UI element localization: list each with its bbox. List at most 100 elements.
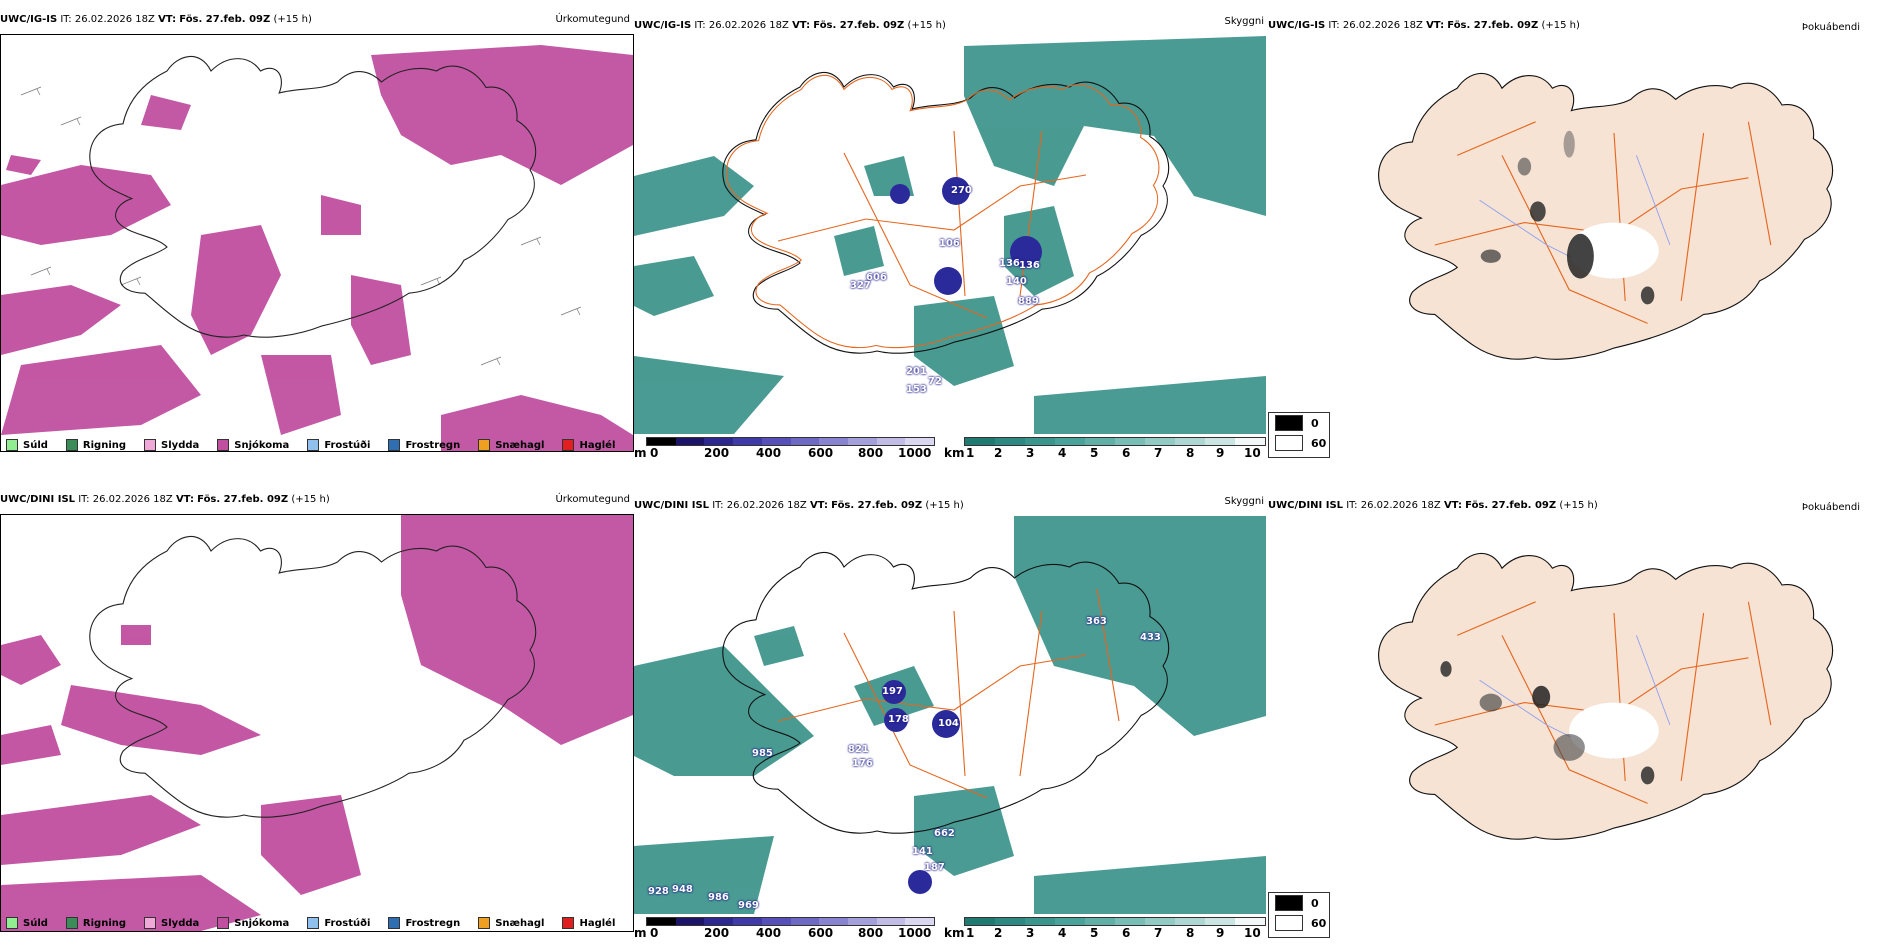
forecast-row-1: UWC/IG-IS IT: 26.02.2026 18Z VT: Fös. 27… [0,0,1900,470]
fog-map [1268,516,1868,926]
colorbar-unit: km [944,446,965,460]
map-value-label: 969 [738,900,759,911]
fog-panel: UWC/IG-IS IT: 26.02.2026 18Z VT: Fös. 27… [1268,14,1900,470]
colorbar-tick: 800 [858,926,884,940]
panel-header: UWC/DINI ISL IT: 26.02.2026 18Z VT: Fös.… [0,494,330,505]
colorbar-tick: 1 [966,926,975,940]
map-value-label: 176 [852,758,873,769]
visibility-colorbar: km 1 2 3 4 5 6 7 8 9 10 [944,917,1266,945]
map-value-label: 985 [752,748,773,759]
panel-header: UWC/IG-IS IT: 26.02.2026 18Z VT: Fös. 27… [1268,20,1580,31]
precip-type-panel: UWC/IG-IS IT: 26.02.2026 18Z VT: Fös. 27… [0,14,634,470]
map-value-label: 141 [912,846,933,857]
map-value-label: 201 [906,366,927,377]
colorbar-tick: 5 [1090,926,1099,940]
precip-map [0,514,634,932]
colorbar-tick: 200 [704,926,730,940]
colorbar-tick: 1 [966,446,975,460]
precip-map [0,34,634,452]
legend-item: Snæhagl [478,439,544,451]
colorbar-tick: 8 [1186,926,1195,940]
visibility-map: 363 433 197 178 104 985 821 176 662 141 … [634,516,1266,914]
legend-item: Frostregn [388,439,460,451]
ceiling-colorbar: m 0 200 400 600 800 1000 [634,917,935,945]
colorbar-tick: 400 [756,926,782,940]
colorbar-tick: 0 [650,926,659,940]
map-value-label: 986 [708,892,729,903]
map-value-label: 821 [848,744,869,755]
fog-panel: UWC/DINI ISL IT: 26.02.2026 18Z VT: Fös.… [1268,494,1900,950]
map-value-label: 136 [1019,260,1040,271]
colorbar-tick: 2 [994,926,1003,940]
colorbar-tick: 9 [1216,926,1225,940]
map-value-label: 662 [934,828,955,839]
legend-item: Haglél [562,917,615,929]
colorbar-tick: 9 [1216,446,1225,460]
map-value-label: 178 [888,714,909,725]
legend-item: Snjókoma [217,439,289,451]
panel-header: UWC/IG-IS IT: 26.02.2026 18Z VT: Fös. 27… [634,20,946,31]
legend-item: Frostregn [388,917,460,929]
map-value-label: 948 [672,884,693,895]
precip-legend: Súld Rigning Slydda Snjókoma Frostúði Fr… [6,439,633,451]
colorbar-tick: 7 [1154,926,1163,940]
map-value-label: 928 [648,886,669,897]
colorbar-tick: 0 [650,446,659,460]
colorbar-unit: m [634,926,647,940]
map-value-label: 270 [951,185,972,196]
visibility-map: 270 106 136 140 889 327 606 153 72 201 1… [634,36,1266,434]
fog-legend: 0 60 [1268,892,1330,938]
colorbar-tick: 6 [1122,446,1131,460]
legend-item: Slydda [144,917,199,929]
colorbar-tick: 4 [1058,446,1067,460]
map-value-label: 606 [866,272,887,283]
colorbar-tick: 3 [1026,926,1035,940]
colorbar-tick: 3 [1026,446,1035,460]
map-value-label: 363 [1086,616,1107,627]
colorbar-tick: 7 [1154,446,1163,460]
map-value-label: 433 [1140,632,1161,643]
legend-item: Slydda [144,439,199,451]
colorbar-tick: 800 [858,446,884,460]
panel-header: UWC/IG-IS IT: 26.02.2026 18Z VT: Fös. 27… [0,14,312,25]
map-value-label: 187 [924,862,945,873]
ceiling-colorbar: m 0 200 400 600 800 1000 [634,437,935,465]
panel-title: Skyggni [1224,16,1264,27]
colorbar-tick: 10 [1244,926,1261,940]
panel-header: UWC/DINI ISL IT: 26.02.2026 18Z VT: Fös.… [634,500,964,511]
map-value-label: 72 [928,376,942,387]
colorbar-tick: 10 [1244,446,1261,460]
map-value-label: 153 [906,384,927,395]
legend-item: Rigning [65,439,126,451]
map-value-label: 136 [999,258,1020,269]
panel-title: Þokuábendi [1801,502,1860,513]
forecast-row-2: UWC/DINI ISL IT: 26.02.2026 18Z VT: Fös.… [0,480,1900,950]
panel-title: Þokuábendi [1801,22,1860,33]
colorbar-tick: 600 [808,926,834,940]
legend-item: Rigning [65,917,126,929]
panel-title: Úrkomutegund [555,494,630,505]
map-value-label: 106 [939,238,960,249]
colorbar-tick: 1000 [898,446,932,460]
colorbar-tick: 5 [1090,446,1099,460]
map-value-label: 197 [882,686,903,697]
map-value-label: 140 [1006,276,1027,287]
map-value-label: 327 [850,280,871,291]
precip-type-panel: UWC/DINI ISL IT: 26.02.2026 18Z VT: Fös.… [0,494,634,950]
legend-item: Frostúði [307,439,370,451]
visibility-colorbar: km 1 2 3 4 5 6 7 8 9 10 [944,437,1266,465]
map-value-label: 104 [938,718,959,729]
legend-item: Súld [6,439,48,451]
colorbar-tick: 400 [756,446,782,460]
colorbar-unit: km [944,926,965,940]
colorbar-tick: 4 [1058,926,1067,940]
fog-legend: 0 60 [1268,412,1330,458]
colorbar-tick: 6 [1122,926,1131,940]
legend-item: Snjókoma [217,917,289,929]
panel-header: UWC/DINI ISL IT: 26.02.2026 18Z VT: Fös.… [1268,500,1598,511]
legend-item: Snæhagl [478,917,544,929]
legend-item: Frostúði [307,917,370,929]
visibility-panel: UWC/DINI ISL IT: 26.02.2026 18Z VT: Fös.… [634,494,1268,950]
colorbar-tick: 200 [704,446,730,460]
map-value-label: 889 [1018,296,1039,307]
